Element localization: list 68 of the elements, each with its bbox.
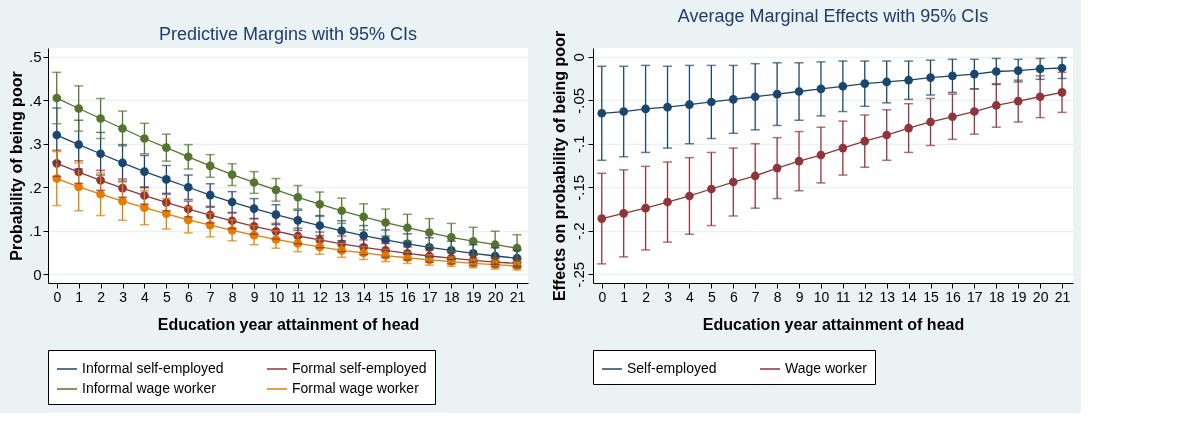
x-tick-label: 9 xyxy=(795,288,804,305)
x-axis-title: Education year attainment of head xyxy=(157,315,420,333)
legend-label: Formal wage worker xyxy=(292,380,420,396)
y-tick-label: .5 xyxy=(28,48,42,66)
x-tick-label: 0 xyxy=(598,288,607,305)
x-tick-label: 20 xyxy=(1032,288,1049,305)
x-tick-label: 8 xyxy=(773,288,782,305)
x-tick-label: 6 xyxy=(729,288,738,305)
y-tick-label: -.25 xyxy=(569,261,587,288)
x-tick-label: 15 xyxy=(923,288,940,305)
x-tick-label: 12 xyxy=(312,288,329,305)
x-tick-label: 21 xyxy=(509,288,526,305)
x-tick-label: 10 xyxy=(268,288,285,305)
x-tick-label: 17 xyxy=(967,288,983,305)
x-tick-label: 19 xyxy=(1010,288,1027,305)
x-tick-label: 3 xyxy=(664,288,673,305)
x-tick-label: 2 xyxy=(97,288,106,305)
x-tick-label: 14 xyxy=(901,288,918,305)
chart-title: Average Marginal Effects with 95% CIs xyxy=(677,6,989,27)
x-tick-label: 20 xyxy=(487,288,504,305)
x-tick-label: 5 xyxy=(707,288,716,305)
x-tick-label: 7 xyxy=(751,288,760,305)
y-tick-label: .1 xyxy=(28,222,42,240)
x-axis-title: Education year attainment of head xyxy=(702,315,965,333)
y-tick-label: 0 xyxy=(569,53,587,62)
legend-label: Informal wage worker xyxy=(82,380,217,396)
x-tick-label: 3 xyxy=(119,288,128,305)
x-tick-label: 19 xyxy=(465,288,482,305)
x-tick-label: 18 xyxy=(444,288,460,305)
y-tick-label: -.1 xyxy=(569,135,587,153)
x-tick-label: 1 xyxy=(620,288,629,305)
legend-label: Formal self-employed xyxy=(292,360,427,376)
y-tick-label: -.15 xyxy=(569,174,587,201)
y-tick-label: .3 xyxy=(28,135,42,153)
x-tick-label: 4 xyxy=(141,288,150,305)
x-tick-label: 17 xyxy=(422,288,438,305)
legend-label: Self-employed xyxy=(627,360,717,376)
x-tick-label: 6 xyxy=(184,288,193,305)
y-tick-label: 0 xyxy=(33,265,42,283)
x-tick-label: 11 xyxy=(291,288,306,305)
y-tick-label: .2 xyxy=(28,178,42,196)
x-tick-label: 14 xyxy=(356,288,373,305)
x-tick-label: 12 xyxy=(857,288,874,305)
x-tick-label: 7 xyxy=(206,288,215,305)
y-tick-label: -.2 xyxy=(569,222,587,241)
x-tick-label: 1 xyxy=(75,288,84,305)
x-tick-label: 18 xyxy=(989,288,1005,305)
x-tick-label: 13 xyxy=(879,288,896,305)
x-tick-label: 11 xyxy=(836,288,851,305)
y-axis-title: Effects on probability of being poor xyxy=(550,30,568,302)
x-tick-label: 0 xyxy=(53,288,62,305)
x-tick-label: 4 xyxy=(686,288,695,305)
x-tick-label: 5 xyxy=(162,288,171,305)
x-tick-label: 21 xyxy=(1054,288,1071,305)
x-tick-label: 16 xyxy=(400,288,416,305)
y-tick-label: .4 xyxy=(28,91,42,109)
x-tick-label: 10 xyxy=(813,288,830,305)
x-tick-label: 2 xyxy=(642,288,651,305)
y-axis-title: Probability of being poor xyxy=(7,71,25,261)
x-tick-label: 16 xyxy=(945,288,961,305)
x-tick-label: 9 xyxy=(250,288,259,305)
y-tick-label: -.05 xyxy=(569,87,587,114)
x-tick-label: 13 xyxy=(334,288,351,305)
x-tick-label: 8 xyxy=(228,288,237,305)
x-tick-label: 15 xyxy=(378,288,395,305)
legend-label: Wage worker xyxy=(785,360,868,376)
chart-title: Predictive Margins with 95% CIs xyxy=(158,24,418,44)
legend-label: Informal self-employed xyxy=(82,360,224,376)
